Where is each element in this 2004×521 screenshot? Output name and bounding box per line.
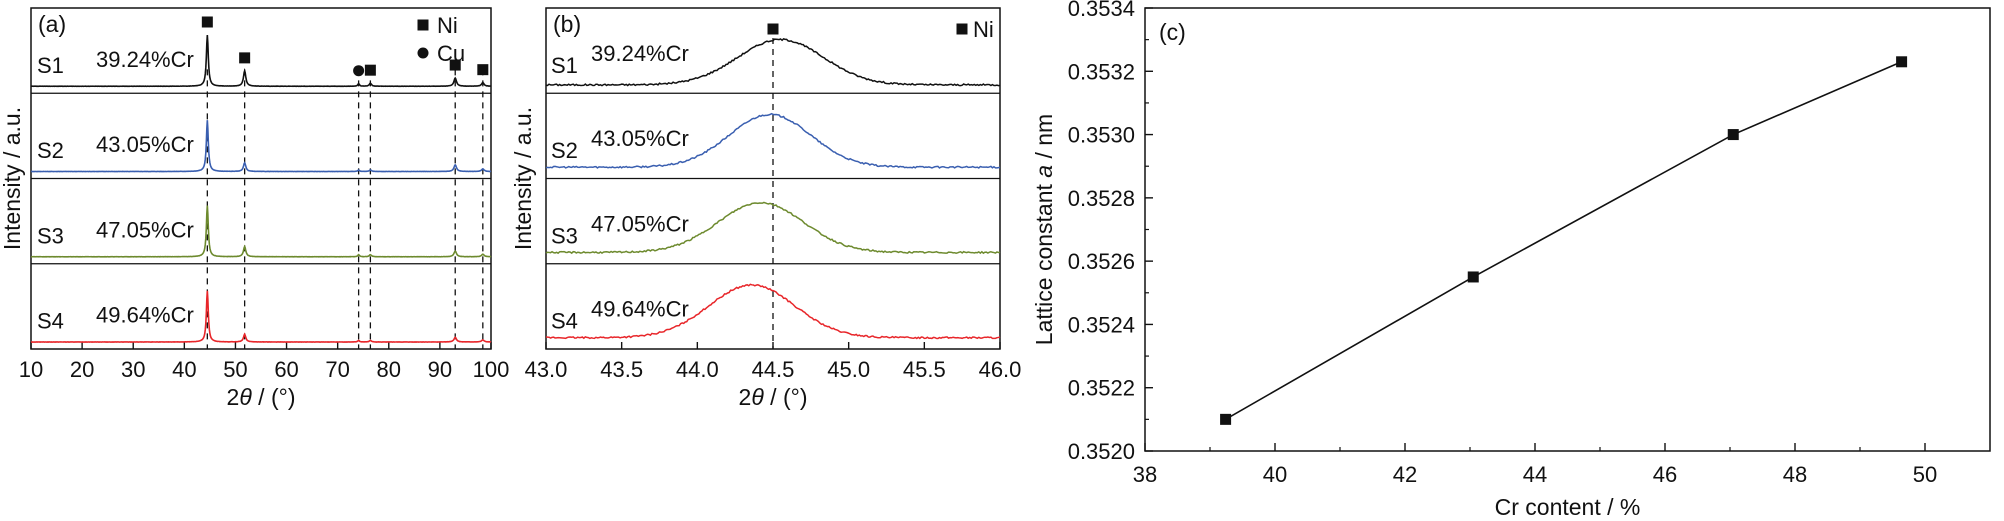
panel-a-series-S1-composition: 39.24%Cr — [96, 47, 194, 72]
panel-a-cu-marker-2 — [353, 65, 365, 77]
panel-b-series-S4-composition: 49.64%Cr — [591, 297, 689, 322]
panel-a-legend-ni-marker — [417, 19, 429, 31]
panel-a-series-S1 — [30, 34, 492, 88]
panel-c-y-tick-label-2: 0.3524 — [1068, 312, 1135, 337]
panel-b-series-S1 — [545, 37, 1001, 87]
panel-a-x-axis-title-part-2: / (°) — [252, 384, 296, 410]
panel-b-series-S2-composition: 43.05%Cr — [591, 126, 689, 151]
panel-a-series-S4-composition: 49.64%Cr — [96, 303, 194, 328]
panel-c-x-tick-label-0: 38 — [1133, 462, 1157, 487]
panel-c-y-tick-label-3: 0.3526 — [1068, 249, 1135, 274]
panel-a-series-S2 — [30, 120, 492, 173]
panel-a-x-tick-label-7: 80 — [377, 357, 401, 382]
panel-c-x-tick-label-3: 44 — [1523, 462, 1547, 487]
panel-a-x-tick-label-3: 40 — [172, 357, 196, 382]
panel-a-series-S4-label: S4 — [37, 309, 64, 334]
panel-a-x-tick-label-6: 70 — [325, 357, 349, 382]
panel-a-legend-cu-label: Cu — [437, 41, 465, 66]
panel-b-ni-marker — [767, 23, 779, 35]
panel-b-series-S2-label: S2 — [551, 138, 578, 163]
panel-a-ni-marker-4 — [449, 59, 461, 71]
panel-a-xrd-pattern: 10 20 30 40 50 60 70 80 90 100 S1 39.24%Cr S2 43.05%C… — [0, 7, 510, 410]
panel-c-data-point-0 — [1220, 413, 1232, 425]
panel-b-x-axis-title-part-2: / (°) — [764, 384, 808, 410]
panel-c-tag: (c) — [1159, 19, 1186, 45]
panel-b-x-tick-label-0: 43.0 — [525, 357, 568, 382]
panel-c-frame — [1144, 7, 1991, 452]
panel-a-series-S1-label: S1 — [37, 53, 64, 78]
panel-a-series-S2-composition: 43.05%Cr — [96, 132, 194, 157]
panel-c-x-tick-label-5: 48 — [1783, 462, 1807, 487]
panel-b-series-S3-label: S3 — [551, 223, 578, 248]
panel-c-series-line — [1225, 61, 1902, 421]
panel-c-y-tick-label-7: 0.3534 — [1068, 0, 1135, 21]
panel-b-x-axis-title: 2θ / (°) — [739, 384, 808, 410]
panel-c-x-tick-label-1: 40 — [1263, 462, 1287, 487]
panel-c-data-point-2 — [1727, 129, 1739, 141]
panel-a-x-tick-label-9: 100 — [473, 357, 510, 382]
panel-b-x-tick-label-2: 44.0 — [676, 357, 719, 382]
panel-c-y-axis-title-part-1: a — [1031, 165, 1057, 178]
panel-a-x-axis-title: 2θ / (°) — [227, 384, 296, 410]
panel-b-series-S3-composition: 47.05%Cr — [591, 211, 689, 236]
panel-b-y-axis-title: Intensity / a.u. — [510, 107, 536, 250]
panel-a-series-S2-label: S2 — [37, 138, 64, 163]
panel-b-series-S1-label: S1 — [551, 53, 578, 78]
panel-b-x-tick-label-3: 44.5 — [752, 357, 795, 382]
panel-a-series-S3 — [30, 205, 492, 258]
panel-b-series-S1-composition: 39.24%Cr — [591, 41, 689, 66]
panel-b-series-S4 — [545, 283, 1001, 340]
panel-c-x-tick-label-6: 50 — [1913, 462, 1937, 487]
panel-a-x-tick-label-2: 30 — [121, 357, 145, 382]
panel-b-x-tick-label-1: 43.5 — [600, 357, 643, 382]
panel-b-x-tick-label-4: 45.0 — [827, 357, 870, 382]
panel-a-x-tick-label-1: 20 — [70, 357, 94, 382]
panel-c-data-point-1 — [1467, 271, 1479, 283]
panel-a-series-S3-label: S3 — [37, 223, 64, 248]
panel-c-x-tick-label-4: 46 — [1653, 462, 1677, 487]
panel-b-ni111-peak-zoom: 43.0 43.5 44.0 44.5 45.0 45.5 46.0 S1 39.24%Cr S2… — [510, 7, 1022, 410]
panel-c-lattice-constant-plot: 38 40 42 44 46 48 50 0.3520 0.3522 0.3524 0.3526 0.… — [1031, 0, 1991, 520]
panel-a-legend-ni-label: Ni — [437, 13, 458, 38]
panel-a-x-tick-label-4: 50 — [223, 357, 247, 382]
panel-c-x-axis-title: Cr content / % — [1495, 494, 1641, 520]
panel-c-y-tick-label-1: 0.3522 — [1068, 376, 1135, 401]
panel-a-y-axis-title: Intensity / a.u. — [0, 107, 25, 250]
panel-b-x-tick-label-6: 46.0 — [979, 357, 1022, 382]
panel-a-ni-marker-1 — [239, 52, 251, 64]
panel-a-x-tick-label-5: 60 — [274, 357, 298, 382]
panel-b-x-axis-title-part-0: 2 — [739, 384, 752, 410]
panel-b-series-S2 — [545, 112, 1001, 169]
panel-a-x-axis-title-part-0: 2 — [227, 384, 240, 410]
panel-a-ni-marker-5 — [477, 64, 489, 76]
panel-c-data-point-3 — [1896, 56, 1908, 68]
panel-a-tag: (a) — [38, 11, 66, 37]
panel-b-tag: (b) — [553, 11, 581, 37]
panel-b-series-S4-label: S4 — [551, 309, 578, 334]
panel-a-x-tick-label-0: 10 — [19, 357, 43, 382]
panel-c-y-tick-label-4: 0.3528 — [1068, 186, 1135, 211]
panel-a-x-tick-label-8: 90 — [428, 357, 452, 382]
panel-c-y-tick-label-0: 0.3520 — [1068, 439, 1135, 464]
panel-c-x-tick-label-2: 42 — [1393, 462, 1417, 487]
panel-c-y-axis-title-part-2: / nm — [1031, 114, 1057, 165]
panel-a-ni-marker-3 — [364, 64, 376, 76]
panel-b-legend-ni-marker — [956, 23, 968, 35]
panel-c-y-tick-label-5: 0.3530 — [1068, 123, 1135, 148]
panel-a-ni-marker-0 — [201, 16, 213, 28]
panel-a-legend-cu-marker — [417, 47, 429, 59]
panel-b-x-axis-title-part-1: θ — [751, 384, 764, 410]
panel-a-series-S4 — [30, 290, 492, 343]
panel-c-y-tick-label-6: 0.3532 — [1068, 59, 1135, 84]
panel-a-x-axis-title-part-1: θ — [239, 384, 252, 410]
panel-a-series-S3-composition: 47.05%Cr — [96, 217, 194, 242]
panel-b-series-S3 — [545, 201, 1001, 255]
panel-b-x-tick-label-5: 45.5 — [903, 357, 946, 382]
panel-c-y-axis-title: Lattice constant a / nm — [1031, 114, 1057, 345]
panel-c-y-axis-title-part-0: Lattice constant — [1031, 178, 1057, 346]
panel-b-legend-ni-label: Ni — [973, 17, 994, 42]
